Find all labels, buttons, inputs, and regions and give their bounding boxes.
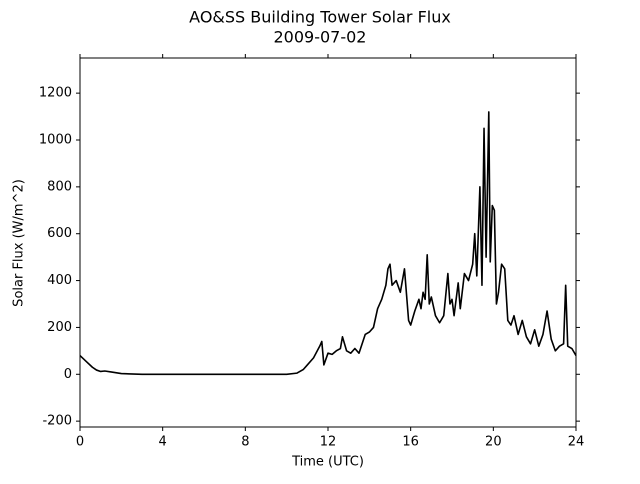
y-tick-label: 800 xyxy=(47,179,72,194)
y-tick-label: 200 xyxy=(47,320,72,335)
chart-subtitle: 2009-07-02 xyxy=(274,28,367,47)
y-tick-label: 0 xyxy=(64,367,72,382)
y-tick-label: 400 xyxy=(47,273,72,288)
y-tick-label: 600 xyxy=(47,226,72,241)
x-tick-label: 0 xyxy=(76,435,84,450)
y-axis-label: Solar Flux (W/m^2) xyxy=(12,179,27,307)
chart-title: AO&SS Building Tower Solar Flux xyxy=(189,8,451,27)
x-tick-label: 4 xyxy=(159,435,167,450)
y-tick-label: 1000 xyxy=(39,133,72,148)
data-line xyxy=(79,111,577,376)
x-tick-label: 20 xyxy=(485,435,502,450)
x-tick-label: 24 xyxy=(568,435,585,450)
x-tick-label: 12 xyxy=(320,435,337,450)
x-tick-label: 16 xyxy=(402,435,419,450)
plot-frame xyxy=(79,57,577,428)
x-axis-label: Time (UTC) xyxy=(291,455,364,470)
x-tick-label: 8 xyxy=(241,435,249,450)
y-tick-label: -200 xyxy=(42,414,72,429)
y-tick-label: 1200 xyxy=(39,86,72,101)
